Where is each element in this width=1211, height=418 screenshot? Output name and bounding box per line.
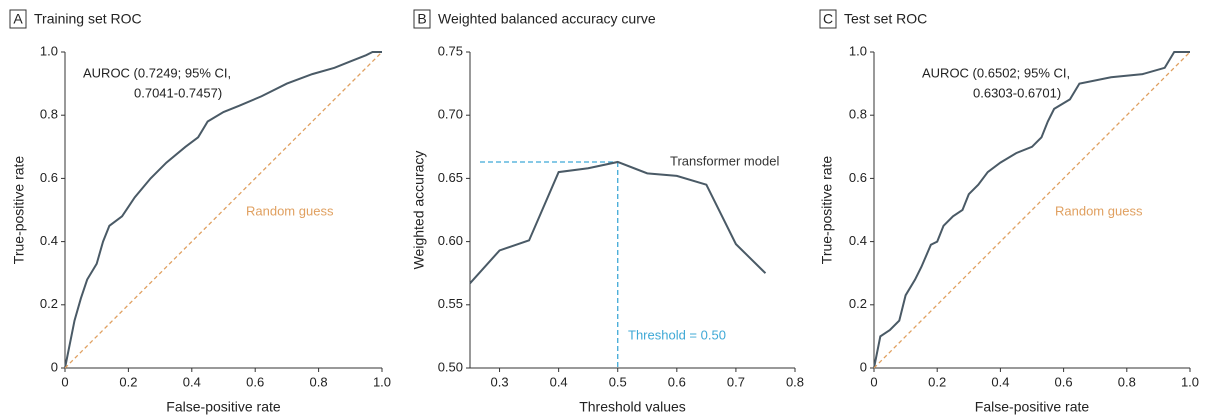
x-tick-label: 0.8	[1118, 374, 1136, 389]
x-tick-label: 0	[870, 374, 877, 389]
y-axis-label: True-positive rate	[11, 156, 27, 265]
series-line	[469, 160, 767, 284]
y-tick-label: 0	[860, 359, 867, 374]
x-tick-label: 0	[61, 374, 68, 389]
x-tick-label: 0.7	[727, 374, 745, 389]
y-tick-label: 0.6	[849, 170, 867, 185]
x-axis-label: Threshold values	[579, 399, 686, 415]
panel-title: Training set ROC	[34, 11, 142, 27]
y-axis-label: Weighted accuracy	[411, 151, 427, 270]
annotation: 0.6303-0.6701)	[973, 85, 1061, 100]
series-label: Random guess	[246, 203, 334, 218]
y-tick-label: 0.55	[438, 296, 463, 311]
x-tick-label: 0.4	[550, 374, 568, 389]
y-tick-label: 0.8	[40, 107, 58, 122]
y-tick-label: 1.0	[40, 43, 58, 58]
panel: C Test set ROC 0 0.2 0.4 0.6 0.8 1.0 0 0.2 0.4 0.6 0…	[819, 9, 1199, 415]
panel: B Weighted balanced accuracy curve 0.3 0.4 0…	[411, 9, 804, 415]
y-tick-label: 0.4	[40, 233, 58, 248]
y-tick-label: 0.4	[849, 233, 867, 248]
panel-letter: C	[823, 11, 833, 27]
panel-letter: A	[13, 11, 23, 27]
y-tick-label: 0.65	[438, 170, 463, 185]
x-tick-label: 0.5	[609, 374, 627, 389]
y-tick-label: 0.75	[438, 43, 463, 58]
annotation: 0.7041-0.7457)	[134, 85, 222, 100]
y-tick-label: 0.6	[40, 170, 58, 185]
annotation: AUROC (0.6502; 95% CI,	[922, 65, 1070, 80]
panel-letter: B	[417, 11, 426, 27]
y-tick-label: 0.2	[40, 296, 58, 311]
panel-letter-box	[413, 9, 431, 29]
threshold-label: Threshold = 0.50	[628, 327, 726, 342]
panel-letter-box	[9, 9, 27, 29]
x-tick-label: 0.2	[928, 374, 946, 389]
x-axis-label: False-positive rate	[975, 399, 1090, 415]
x-tick-label: 0.4	[991, 374, 1009, 389]
y-tick-label: 0	[51, 359, 58, 374]
annotation: AUROC (0.7249; 95% CI,	[83, 65, 231, 80]
x-tick-label: 0.3	[491, 374, 509, 389]
series-line	[64, 51, 383, 369]
panel-title: Weighted balanced accuracy curve	[438, 11, 656, 27]
y-axis-label: True-positive rate	[819, 156, 835, 265]
series-label: Random guess	[1055, 203, 1143, 218]
series-line	[64, 51, 382, 369]
x-axis-label: False-positive rate	[166, 399, 281, 415]
x-tick-label: 0.6	[668, 374, 686, 389]
panel: A Training set ROC 0 0.2 0.4 0.6 0.8 1.0 0 0.2 0.4…	[9, 9, 391, 415]
y-tick-label: 0.8	[849, 107, 867, 122]
panel-title: Test set ROC	[844, 11, 927, 27]
series-line	[873, 51, 1191, 369]
x-tick-label: 0.6	[1055, 374, 1073, 389]
y-tick-label: 1.0	[849, 43, 867, 58]
x-tick-label: 0.8	[786, 374, 804, 389]
y-tick-label: 0.60	[438, 233, 463, 248]
series-line	[873, 51, 1190, 369]
y-tick-label: 0.2	[849, 296, 867, 311]
series-label: Transformer model	[670, 153, 779, 168]
x-tick-label: 1.0	[373, 374, 391, 389]
y-tick-label: 0.50	[438, 359, 463, 374]
x-tick-label: 1.0	[1181, 374, 1199, 389]
x-tick-label: 0.6	[246, 374, 264, 389]
x-tick-label: 0.4	[183, 374, 201, 389]
panel-letter-box	[819, 9, 837, 29]
x-tick-label: 0.8	[310, 374, 328, 389]
x-tick-label: 0.2	[119, 374, 137, 389]
y-tick-label: 0.70	[438, 107, 463, 122]
